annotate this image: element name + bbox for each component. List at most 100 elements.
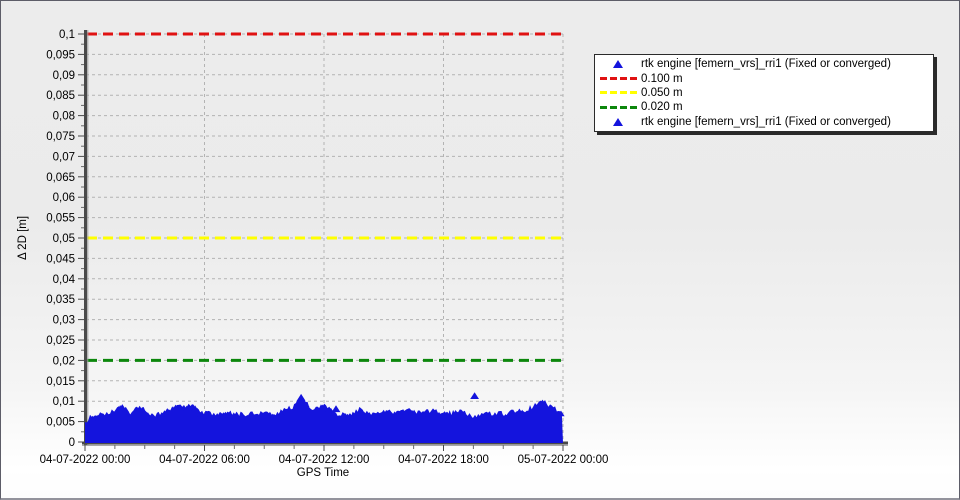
data-point-triangle (117, 404, 127, 411)
y-tick-label: 0,09 (53, 70, 75, 82)
data-point-triangle (368, 414, 377, 420)
x-axis-title: GPS Time (296, 467, 350, 479)
y-tick-label: 0,05 (53, 233, 75, 245)
data-point-triangle (404, 408, 413, 414)
data-point-triangle (108, 411, 116, 417)
dash-segment (619, 91, 627, 95)
data-point-triangle (271, 414, 279, 421)
dash-segment (619, 77, 627, 81)
dash-segment (599, 77, 607, 81)
data-point-triangle (363, 410, 371, 417)
data-point-triangle (244, 414, 252, 421)
data-point-triangle (470, 392, 479, 399)
dash-segment (629, 77, 637, 81)
data-point-triangle (185, 405, 194, 411)
data-point-triangle (124, 411, 133, 418)
dash-segment (629, 105, 637, 109)
data-point-triangle (471, 414, 479, 421)
data-point-triangle (346, 413, 354, 419)
data-point-triangle (435, 411, 443, 418)
data-point-triangle (331, 405, 341, 413)
data-point-triangle (382, 410, 390, 416)
data-point-triangle (163, 408, 171, 414)
data-point-triangle (246, 411, 255, 418)
data-point-triangle (330, 410, 338, 417)
dashed-line-marker-icon (599, 105, 637, 109)
y-tick-label: 0,005 (46, 417, 75, 429)
legend-marker-triangle (595, 60, 641, 69)
legend-marker-dashes (595, 91, 641, 95)
triangle-marker-icon (613, 117, 623, 126)
y-tick-label: 0,03 (53, 315, 75, 327)
x-tick-label: 04-07-2022 18:00 (398, 454, 489, 466)
data-point-triangle (172, 404, 180, 411)
data-point-triangle (233, 411, 241, 418)
dash-segment (609, 77, 617, 81)
data-point-triangle (205, 414, 213, 421)
y-tick-label: 0,085 (46, 90, 75, 102)
data-point-triangle (277, 410, 285, 416)
data-point-triangle (538, 399, 547, 407)
dash-segment (599, 105, 607, 109)
y-axis-title: Δ 2D [m] (17, 215, 29, 261)
data-point-triangle (477, 415, 485, 421)
data-point-triangle (94, 414, 102, 421)
legend-marker-triangle (595, 117, 641, 126)
triangle-marker-icon (613, 60, 623, 69)
legend-entry: 0.050 m (595, 86, 933, 100)
legend-entry: rtk engine [femern_vrs]_rri1 (Fixed or c… (595, 57, 933, 71)
y-tick-label: 0,06 (53, 192, 75, 204)
data-point-triangle (374, 412, 382, 419)
y-tick-label: 0,045 (46, 253, 75, 265)
data-point-triangle (410, 409, 418, 416)
data-point-triangle (510, 411, 518, 417)
x-tick-label: 04-07-2022 12:00 (279, 454, 370, 466)
dash-segment (629, 91, 637, 95)
dashed-line-marker-icon (599, 77, 637, 81)
data-point-triangle (429, 409, 438, 416)
data-point-triangle (249, 414, 257, 421)
y-tick-label: 0,095 (46, 49, 75, 61)
data-point-triangle (202, 411, 210, 417)
legend-marker-dashes (595, 77, 641, 81)
y-tick-label: 0,055 (46, 213, 75, 225)
data-point-triangle (296, 393, 306, 401)
legend-entry-label: rtk engine [femern_vrs]_rri1 (Fixed or c… (641, 115, 891, 128)
y-tick-label: 0,075 (46, 131, 75, 143)
dash-segment (619, 105, 627, 109)
data-point-triangle (191, 405, 199, 411)
data-band (85, 396, 563, 443)
y-tick-label: 0 (69, 437, 75, 449)
legend-entry-label: rtk engine [femern_vrs]_rri1 (Fixed or c… (641, 58, 891, 71)
data-point-triangle (518, 409, 526, 416)
data-point-triangle (144, 412, 152, 418)
x-tick-label: 05-07-2022 00:00 (518, 454, 609, 466)
dashed-line-marker-icon (599, 91, 637, 95)
data-point-triangle (452, 410, 460, 416)
data-point-triangle (88, 415, 97, 422)
data-point-triangle (149, 415, 157, 422)
legend[interactable]: rtk engine [femern_vrs]_rri1 (Fixed or c… (594, 54, 934, 132)
data-point-triangle (501, 414, 510, 420)
legend-entry: rtk engine [femern_vrs]_rri1 (Fixed or c… (595, 115, 933, 129)
y-tick-label: 0,035 (46, 294, 75, 306)
x-tick-label: 04-07-2022 00:00 (40, 454, 131, 466)
data-point-triangle (136, 405, 144, 412)
y-tick-label: 0,015 (46, 376, 75, 388)
y-tick-label: 0,02 (53, 355, 75, 367)
y-tick-label: 0,08 (53, 111, 75, 123)
x-tick-label: 04-07-2022 06:00 (159, 454, 250, 466)
legend-entry-label: 0.050 m (641, 86, 683, 99)
y-tick-label: 0,1 (59, 29, 75, 41)
legend-marker-dashes (595, 105, 641, 109)
data-point-triangle (102, 412, 110, 419)
y-tick-label: 0,07 (53, 151, 75, 163)
y-tick-label: 0,04 (53, 274, 76, 286)
dash-segment (609, 105, 617, 109)
dash-segment (609, 91, 617, 95)
data-point-triangle (557, 410, 565, 417)
data-point-triangle (465, 413, 474, 419)
y-tick-label: 0,025 (46, 335, 75, 347)
data-point-triangle (424, 410, 432, 416)
